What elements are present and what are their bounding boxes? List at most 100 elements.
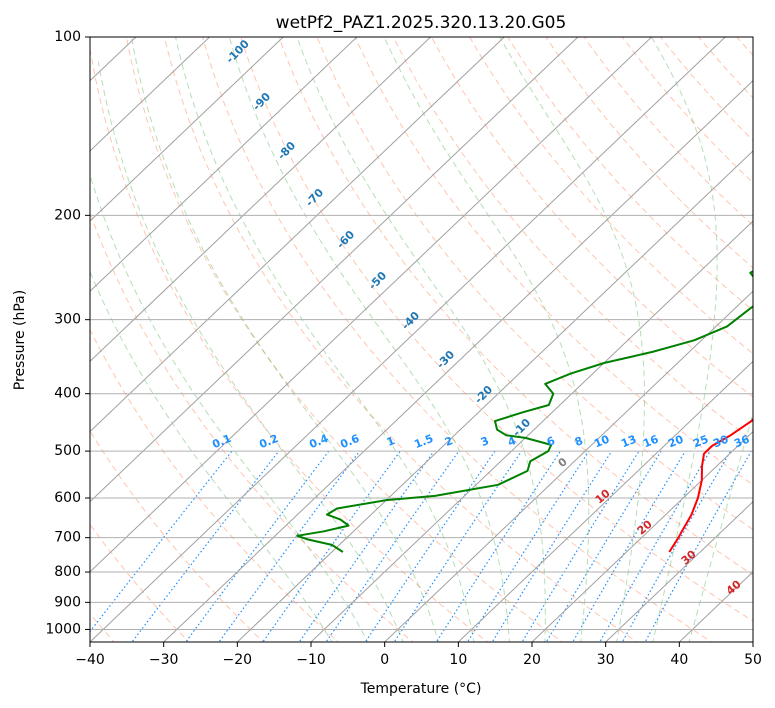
mixing-ratio-line	[364, 450, 496, 642]
isotherm-label: -30	[434, 348, 457, 372]
mixing-ratio-label: 16	[641, 433, 660, 451]
x-tick-label: −10	[296, 652, 326, 668]
mixing-ratio-line	[185, 450, 330, 642]
mixing-ratio-label: 10	[592, 433, 611, 451]
mixing-ratio-label: 0.1	[210, 432, 233, 451]
y-tick-label: 800	[54, 564, 81, 580]
isotherm-label: -100	[223, 37, 252, 66]
profiles	[296, 270, 753, 553]
y-tick-label: 400	[54, 386, 81, 402]
x-tick-label: 50	[744, 652, 762, 668]
dry-adiabat	[202, 37, 713, 642]
line-labels: -100-90-80-70-60-50-40-30-20-100.1 0.2 0.4…	[210, 37, 751, 598]
mixing-ratio-label: 30	[711, 433, 730, 451]
isotherm	[310, 220, 753, 642]
dry-adiabat	[469, 37, 753, 355]
dry-adiabat	[125, 37, 564, 642]
dry-adiabat-label: 20	[635, 517, 655, 537]
isotherm	[90, 37, 653, 573]
isotherm	[383, 290, 753, 642]
x-tick-label: −30	[149, 652, 179, 668]
dry-adiabat	[354, 37, 753, 486]
x-tick-label: −40	[75, 652, 105, 668]
dewpoint-profile	[296, 270, 753, 553]
dry-adiabat-label: 40	[724, 577, 744, 597]
mixing-ratio-line	[621, 450, 732, 642]
isotherm	[90, 37, 726, 642]
dry-adiabat	[90, 328, 339, 642]
moist-adiabat	[228, 37, 510, 642]
dry-adiabat	[545, 37, 753, 269]
dry-adiabat	[316, 37, 753, 531]
isotherm	[90, 37, 579, 503]
isotherm-label: -70	[303, 186, 326, 210]
mixing-ratio-label: 3	[479, 434, 491, 449]
mixing-ratio-label: 8	[573, 434, 585, 449]
mixing-ratio-label: 0.6	[338, 432, 361, 451]
y-tick-label: 500	[54, 443, 81, 459]
x-tick-label: −20	[223, 652, 253, 668]
mixing-ratio-line	[545, 450, 662, 642]
y-tick-label: 100	[54, 29, 81, 45]
isotherm	[90, 37, 505, 433]
temperature-profile	[668, 417, 753, 553]
dry-adiabat	[240, 37, 753, 622]
isotherm-label: -60	[334, 228, 357, 252]
mixing-ratio-label: 0.4	[307, 432, 330, 451]
mixing-ratio-label: 0.2	[257, 432, 280, 451]
y-tick-label: 1000	[45, 621, 81, 637]
x-axis-label: Temperature (°C)	[360, 681, 482, 697]
mixing-ratio-line	[435, 450, 561, 642]
isotherm	[604, 500, 753, 642]
isotherm-label: -80	[275, 139, 298, 163]
isotherm	[90, 37, 211, 152]
y-tick-label: 900	[54, 594, 81, 610]
moist-adiabat	[97, 61, 404, 642]
dry-adiabat	[90, 45, 489, 642]
dry-adiabat	[392, 37, 753, 442]
mixing-ratio-line	[262, 450, 401, 642]
x-tick-label: 30	[597, 652, 615, 668]
dry-adiabat	[90, 211, 414, 642]
y-tick-label: 700	[54, 530, 81, 546]
moist-adiabat	[383, 37, 590, 642]
isotherm	[90, 37, 358, 292]
dry-adiabat-label: 30	[679, 547, 699, 567]
mixing-ratio-label: 2	[443, 434, 455, 449]
x-tick-label: 10	[449, 652, 467, 668]
dry-adiabat	[90, 429, 265, 642]
isotherm	[457, 360, 753, 642]
dry-adiabat	[278, 37, 753, 576]
moist-adiabat	[131, 37, 440, 642]
dry-adiabat	[430, 37, 753, 398]
chart-title: wetPf2_PAZ1.2025.320.13.20.G05	[276, 13, 567, 33]
mixing-ratio-label: 25	[691, 433, 710, 451]
mixing-ratio-line	[599, 450, 711, 642]
dry-adiabat	[736, 37, 753, 56]
mixing-ratio-line	[644, 450, 752, 642]
mixing-ratio-line	[298, 450, 435, 642]
background-lines	[90, 24, 775, 645]
mixing-ratio-label: 36	[732, 433, 751, 451]
isotherm	[531, 430, 753, 642]
mixing-ratio-line	[218, 450, 361, 642]
dry-adiabat	[90, 523, 190, 642]
mixing-ratio-label: 20	[666, 433, 685, 451]
mixing-ratio-line	[572, 450, 686, 642]
x-tick-label: 20	[523, 652, 541, 668]
mixing-ratio-label: 1.5	[412, 432, 435, 451]
isotherm	[236, 150, 753, 642]
y-tick-label: 200	[54, 207, 81, 223]
moist-adiabat	[90, 270, 333, 642]
moist-adiabat	[90, 173, 369, 642]
isotherm	[90, 37, 432, 363]
mixing-ratio-label: 13	[619, 433, 638, 451]
plot-frame	[89, 36, 754, 643]
mixing-ratio-line	[521, 450, 640, 642]
isotherm	[90, 37, 284, 222]
dry-adiabat	[763, 24, 775, 645]
y-tick-label: 600	[54, 490, 81, 506]
isotherm	[752, 641, 753, 642]
dry-adiabat-label: 10	[593, 486, 613, 506]
